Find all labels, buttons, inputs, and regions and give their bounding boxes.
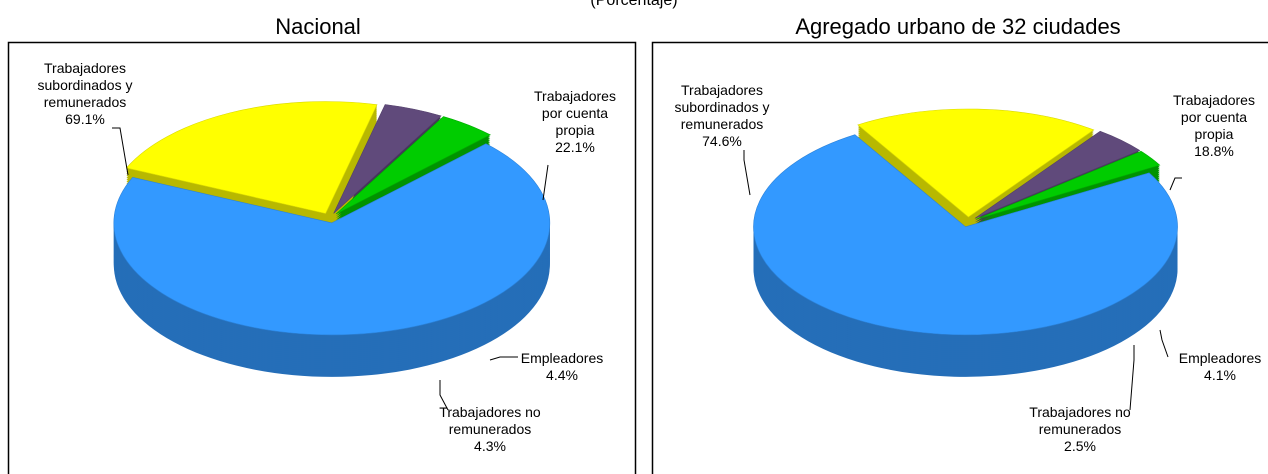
value-label: 74.6% [702, 133, 742, 149]
leader-line [112, 127, 129, 176]
leader-line [489, 356, 518, 361]
category-label: Trabajadores no remunerados [439, 404, 541, 437]
leader-line [542, 164, 549, 201]
chart-title: Nacional [275, 14, 361, 39]
subtitle: (Porcentaje) [590, 0, 678, 9]
data-label: Trabajadores subordinados y remunerados 7… [670, 82, 774, 150]
pie-slice [125, 101, 378, 214]
leader-line [1129, 345, 1135, 411]
value-label: 4.1% [1204, 367, 1236, 383]
value-label: 4.4% [546, 367, 578, 383]
category-label: Trabajadores no remunerados [1029, 404, 1131, 437]
panel-border [651, 41, 1268, 474]
value-label: 2.5% [1064, 438, 1096, 454]
pie-slice [974, 130, 1141, 219]
pie-slice [976, 150, 1161, 220]
pie-slice [333, 104, 442, 214]
category-label: Trabajadores por cuenta propia [1173, 92, 1255, 142]
leader-line [439, 380, 449, 411]
leader-line [743, 150, 751, 196]
data-label: Trabajadores subordinados y remunerados 6… [33, 60, 137, 128]
value-label: 22.1% [555, 139, 595, 155]
pie-slice [335, 116, 491, 215]
leader-line [1169, 177, 1182, 191]
pie-slice [753, 134, 1178, 336]
data-label: Trabajadores no remunerados 2.5% [1028, 404, 1132, 455]
data-label: Trabajadores no remunerados 4.3% [438, 404, 542, 455]
data-label: Empleadores 4.4% [507, 350, 617, 384]
leader-line [1159, 329, 1169, 358]
panel-border [7, 41, 637, 474]
pie-slice [857, 108, 1095, 218]
category-label: Trabajadores subordinados y remunerados [37, 60, 133, 110]
category-label: Trabajadores subordinados y remunerados [674, 82, 770, 132]
data-label: Trabajadores por cuenta propia 22.1% [523, 88, 627, 156]
value-label: 4.3% [474, 438, 506, 454]
category-label: Trabajadores por cuenta propia [534, 88, 616, 138]
pie-slice [113, 143, 551, 336]
chart-title: Agregado urbano de 32 ciudades [795, 14, 1121, 39]
value-label: 69.1% [65, 111, 105, 127]
category-label: Empleadores [1178, 350, 1262, 366]
data-label: Empleadores 4.1% [1165, 350, 1268, 384]
category-label: Empleadores [520, 350, 604, 366]
value-label: 18.8% [1194, 143, 1234, 159]
data-label: Trabajadores por cuenta propia 18.8% [1162, 92, 1266, 160]
